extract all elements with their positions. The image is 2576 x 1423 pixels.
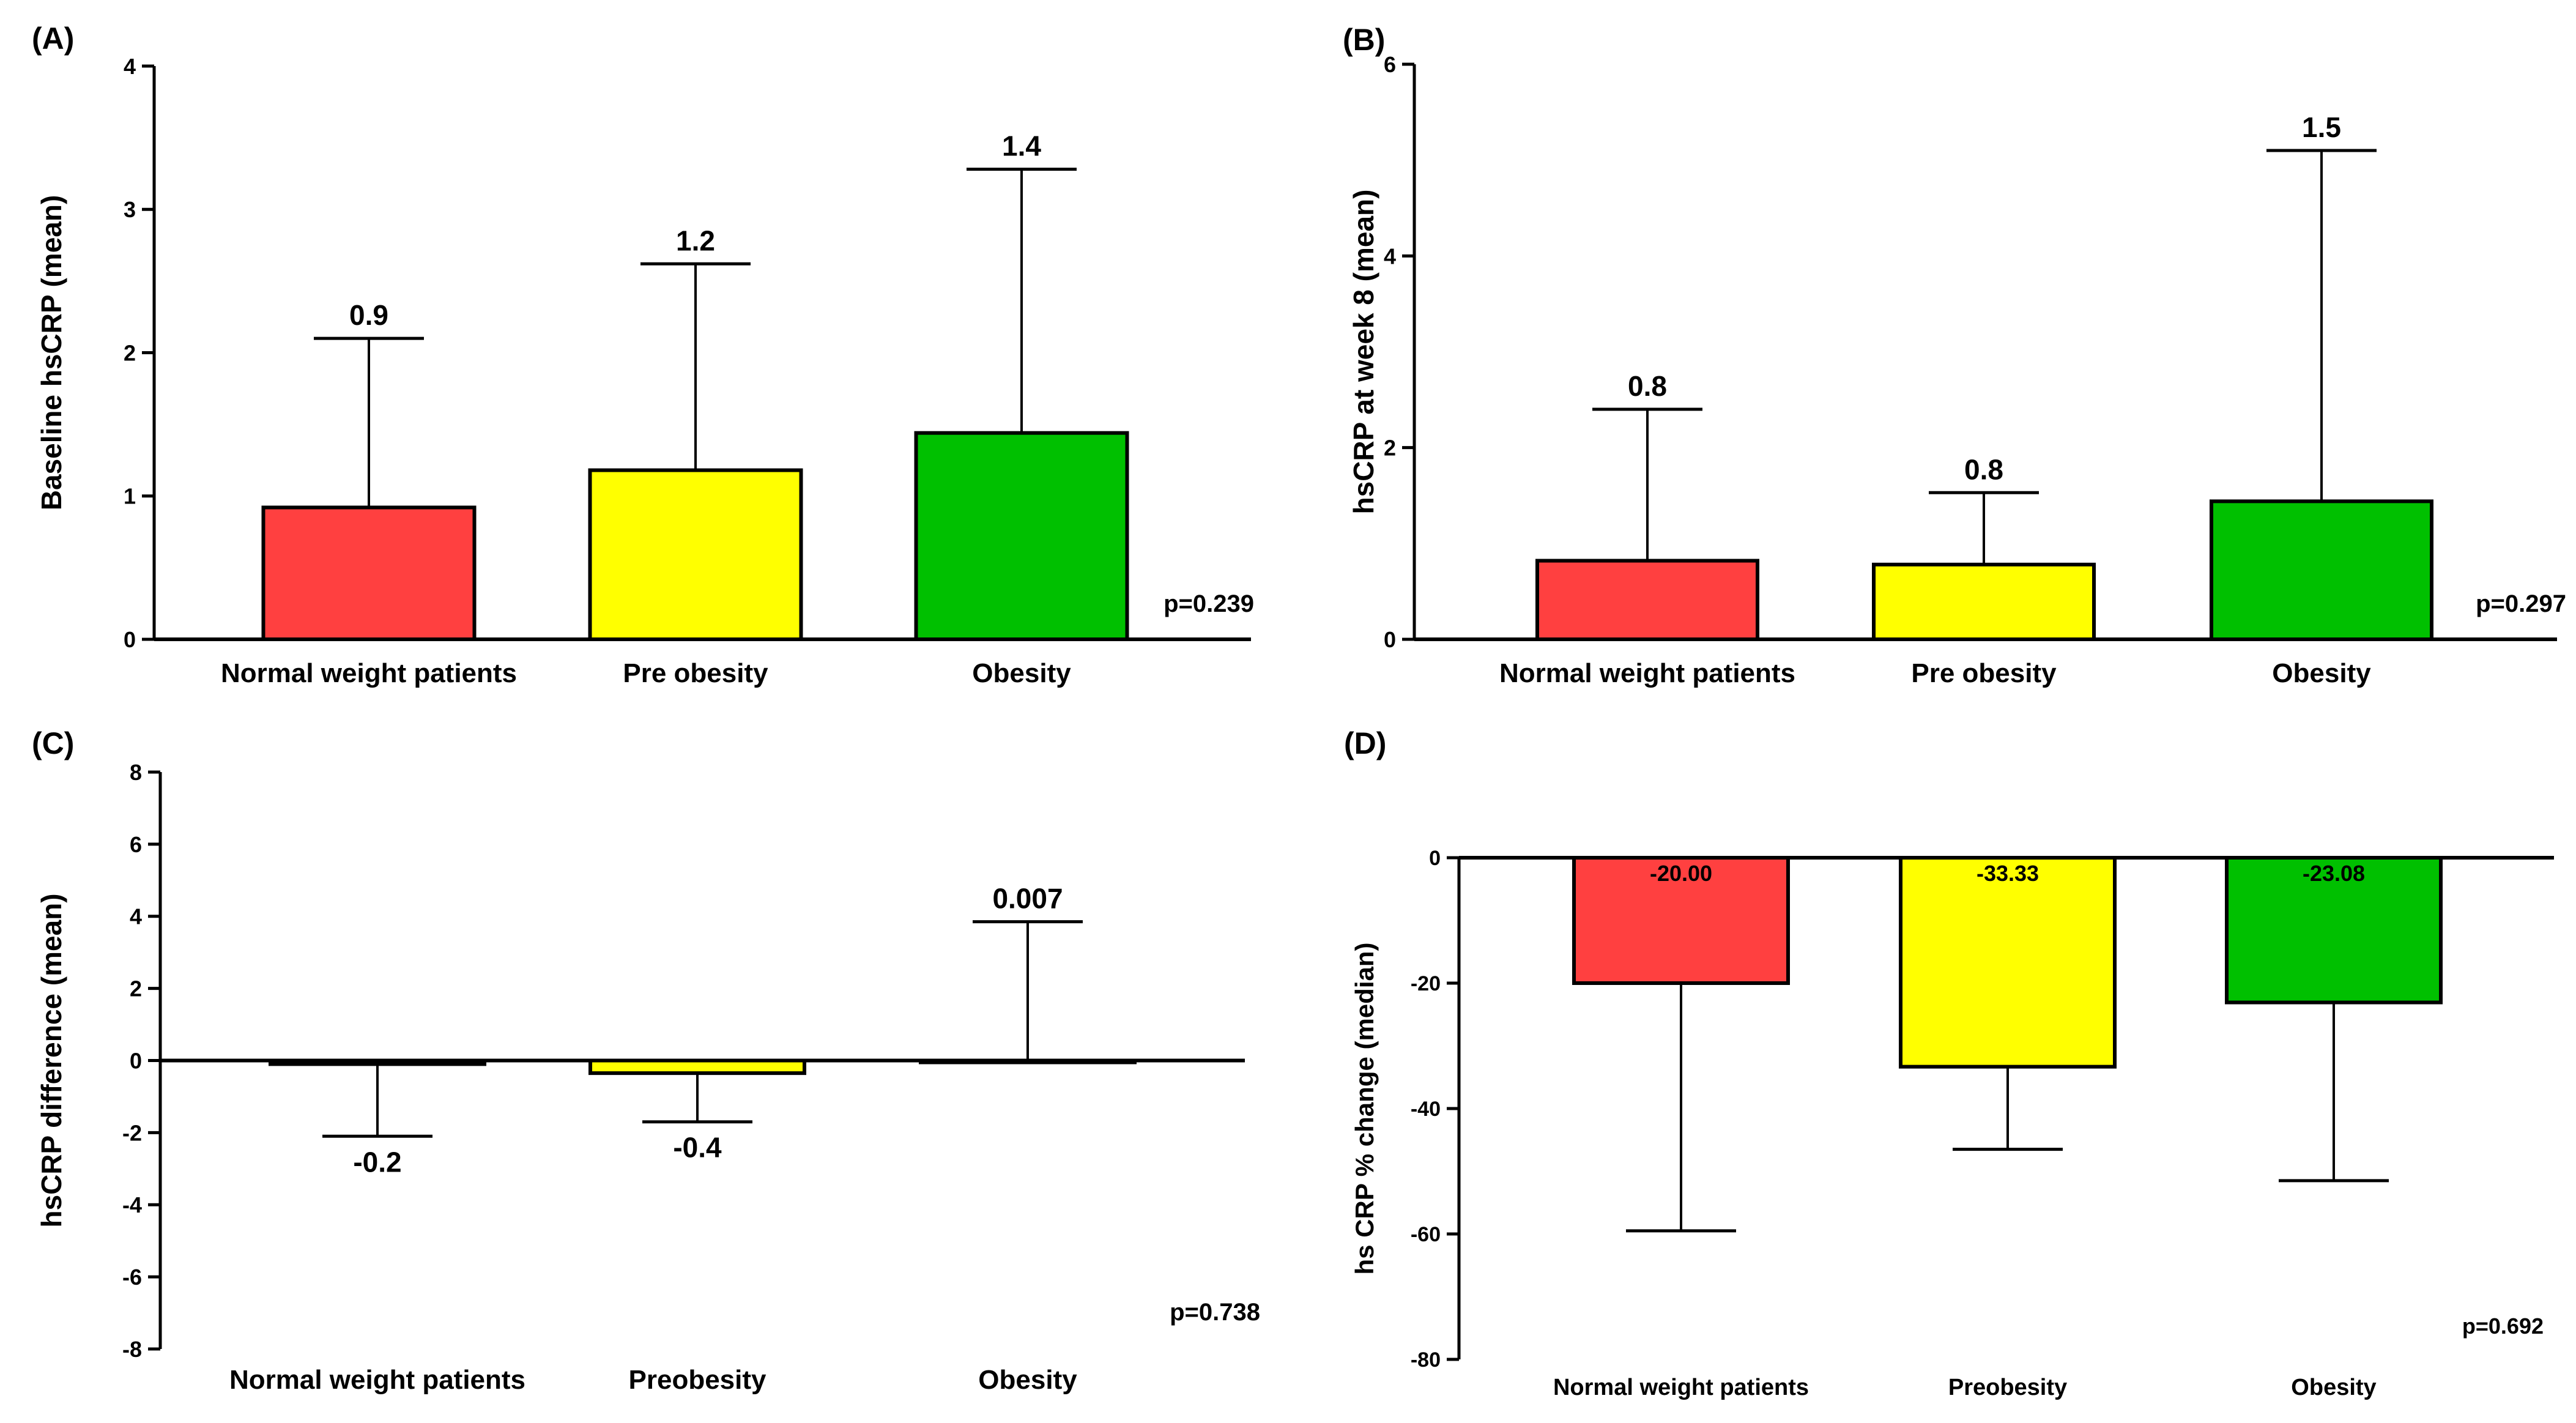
data-label: 1.4 [1002,130,1041,162]
data-label: 1.5 [2302,111,2341,143]
y-tick-label: -20 [1411,972,1441,995]
p-value-label: p=0.297 [2476,590,2566,617]
data-label: -0.4 [673,1132,722,1164]
bar [1899,856,2117,1069]
bar [2225,856,2443,1005]
y-axis-label: Baseline hsCRP (mean) [35,195,67,511]
data-label: -20.00 [1650,861,1712,886]
bar [588,468,803,642]
bar [588,1058,806,1076]
x-tick-label: Obesity [2291,1375,2376,1400]
y-tick-label: 4 [130,904,142,929]
data-label: 0.007 [992,883,1063,915]
panel-label: (D) [1344,726,1386,760]
data-label: 1.2 [676,225,715,256]
data-label: -33.33 [1977,861,2039,886]
bar [261,505,477,641]
y-tick-label: -40 [1411,1098,1441,1121]
x-tick-label: Preobesity [1948,1375,2067,1400]
p-value-label: p=0.738 [1170,1299,1260,1326]
chart-panel-c: (C) -8 -6 -4 -2 0 2 4 6 8 -0.2 Normal weight patien… [32,726,1260,1395]
panel-label: (B) [1343,23,1385,57]
p-value-label: p=0.239 [1164,590,1254,617]
y-tick-label: -60 [1411,1223,1441,1246]
chart-panel-d: (D) -80 -60 -40 -20 0 -20.00 Normal weight pati… [1344,726,2554,1400]
y-tick-label: 3 [124,197,136,222]
data-label: -0.2 [353,1146,401,1178]
data-label: -23.08 [2303,861,2365,886]
x-tick-label: Obesity [2272,658,2371,688]
y-axis-label: hsCRP difference (mean) [35,893,67,1227]
x-tick-label: Normal weight patients [229,1365,525,1395]
x-tick-label: Normal weight patients [1499,658,1795,688]
y-tick-label: -4 [122,1192,142,1217]
x-tick-label: Pre obesity [623,658,768,688]
y-tick-label: 2 [130,976,142,1001]
y-tick-label: -8 [122,1337,142,1362]
y-tick-label: 0 [130,1048,142,1073]
chart-panel-b: (B) 0 2 4 6 0.8 Normal weight patients 0.8 Pre o… [1343,23,2566,688]
y-tick-label: 1 [124,484,136,509]
data-label: 0.8 [1628,370,1667,402]
bar [1572,856,1790,985]
x-tick-label: Obesity [972,658,1071,688]
y-tick-label: 2 [124,340,136,365]
x-tick-label: Preobesity [629,1365,767,1395]
x-tick-label: Normal weight patients [221,658,517,688]
y-tick-label: 0 [1429,847,1441,870]
y-tick-label: 4 [124,54,136,79]
panel-label: (C) [32,726,74,760]
y-tick-label: 6 [1384,52,1396,77]
x-tick-label: Normal weight patients [1553,1375,1809,1400]
x-tick-label: Pre obesity [1911,658,2057,688]
chart-panel-a: (A) 0 1 2 3 4 0.9 Normal weight patients 1.2 Pre … [32,21,1254,688]
x-tick-label: Obesity [978,1365,1077,1395]
panel-label: (A) [32,21,74,56]
bar [914,431,1129,641]
y-tick-label: 0 [1384,627,1396,652]
y-tick-label: -2 [122,1120,142,1145]
y-tick-label: 6 [130,832,142,857]
bar [2210,499,2433,642]
y-axis-label: hs CRP % change (median) [1350,942,1379,1274]
bar [1872,562,2096,641]
y-tick-label: 2 [1384,436,1396,461]
y-tick-label: -6 [122,1265,142,1290]
y-tick-label: -80 [1411,1348,1441,1372]
y-tick-label: 0 [124,627,136,652]
data-label: 0.8 [1964,453,2003,485]
data-label: 0.9 [349,299,388,331]
p-value-label: p=0.692 [2462,1313,2544,1339]
y-tick-label: 4 [1384,243,1396,269]
y-axis-label: hsCRP at week 8 (mean) [1348,190,1379,515]
bar [1535,559,1759,641]
y-tick-label: 8 [130,760,142,785]
